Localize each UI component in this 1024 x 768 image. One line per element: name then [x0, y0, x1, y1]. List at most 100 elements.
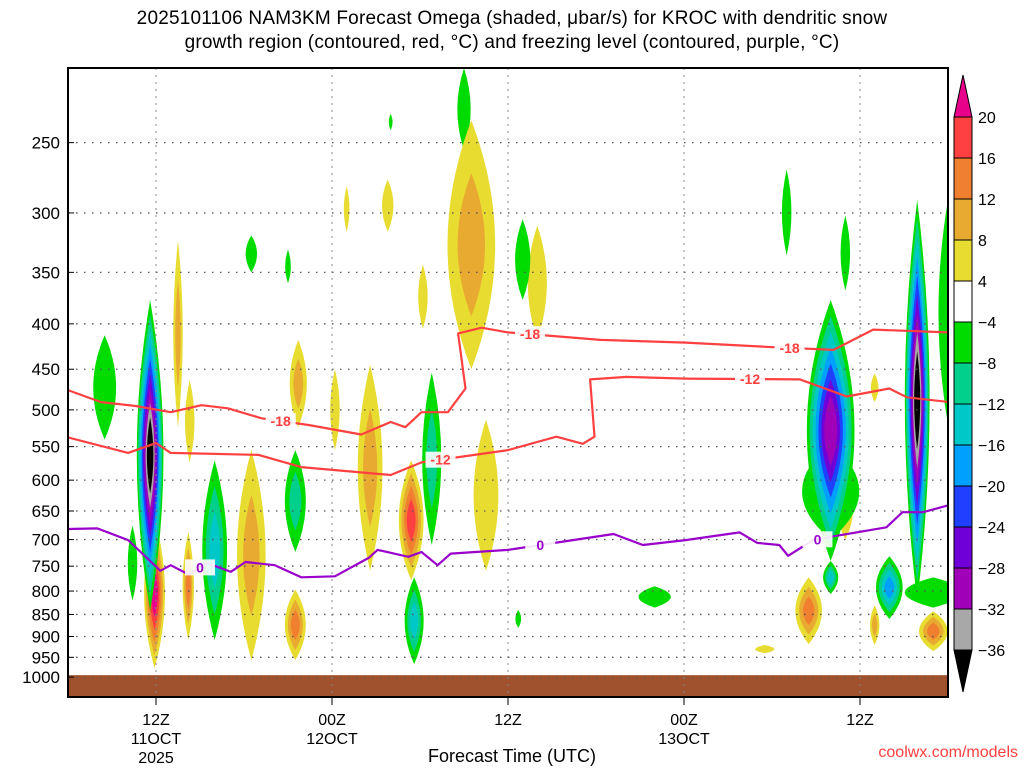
- colorbar-box: [953, 403, 973, 446]
- omega-contour-fill: [382, 179, 394, 232]
- x-tick-label: 12Z: [142, 712, 170, 729]
- colorbar-over-triangle: [953, 74, 973, 118]
- omega-contour-fill: [184, 380, 195, 463]
- contour-label: -12: [430, 452, 450, 468]
- omega-cell: [182, 531, 194, 640]
- colorbar-label: −32: [978, 602, 1005, 619]
- omega-contour-fill: [343, 186, 350, 232]
- omega-cell: [202, 460, 228, 640]
- surface-ground: [68, 675, 948, 697]
- colorbar-box: [953, 444, 973, 487]
- omega-contour-fill: [840, 215, 851, 291]
- omega-cell: [875, 556, 903, 619]
- contour-label: -18: [271, 413, 291, 429]
- y-tick-label: 350: [32, 263, 60, 282]
- contour-label-bg: [774, 339, 805, 356]
- omega-cell: [457, 68, 471, 151]
- contour-label-bg: [802, 531, 833, 548]
- colorbar-box: [953, 567, 973, 610]
- omega-contour-fill: [457, 173, 486, 317]
- colorbar-box: [953, 116, 973, 159]
- omega-cell: [184, 380, 195, 463]
- contour-label: -18: [520, 326, 540, 342]
- colorbar-label: −36: [978, 643, 1005, 660]
- omega-contour-fill: [146, 417, 154, 494]
- y-tick-label: 850: [32, 605, 60, 624]
- colorbar-label: −24: [978, 520, 1005, 537]
- x-tick-label: 11OCT: [131, 731, 182, 748]
- y-axis: 250 300 350 400 450 500 550 600 650 700 750 800 850 9…: [22, 134, 74, 687]
- contour--18C: [68, 326, 948, 436]
- omega-contour-fill: [93, 335, 117, 440]
- y-tick-label: 800: [32, 582, 60, 601]
- omega-contour-fill: [802, 596, 815, 626]
- omega-cell: [904, 199, 930, 601]
- colorbar-box: [953, 526, 973, 569]
- x-tick-label: 12OCT: [306, 731, 358, 748]
- y-tick-label: 950: [32, 648, 60, 667]
- colorbar-label: 8: [978, 233, 987, 250]
- omega-cell: [418, 264, 428, 329]
- contour-label-bg: [185, 559, 215, 576]
- colorbar-label: −4: [978, 315, 996, 332]
- omega-contour-fill: [406, 498, 416, 543]
- colorbar-label: 16: [978, 151, 996, 168]
- y-tick-label: 900: [32, 627, 60, 646]
- omega-contour-fill: [884, 576, 895, 599]
- omega-contour-fill: [827, 570, 834, 585]
- omega-contour-fill: [243, 494, 260, 616]
- omega-contour-fill: [175, 279, 181, 388]
- x-tick-label: 00Z: [670, 712, 698, 729]
- omega-contour-fill: [388, 113, 393, 131]
- omega-contour-fill: [293, 358, 304, 409]
- x-tick-label: 2025: [138, 750, 174, 767]
- omega-cell: [357, 364, 383, 571]
- omega-cell: [237, 450, 266, 661]
- omega-contour-fill: [781, 169, 792, 256]
- x-axis-title: Forecast Time (UTC): [427, 746, 596, 766]
- colorbar-box: [953, 157, 973, 200]
- colorbar-label: 4: [978, 274, 987, 291]
- x-tick-label: 00Z: [318, 712, 346, 729]
- omega-contour-fill: [914, 351, 921, 450]
- omega-cell: [527, 225, 547, 340]
- y-tick-label: 750: [32, 557, 60, 576]
- omega-contour-fill: [127, 525, 138, 601]
- omega-cell: [870, 373, 879, 403]
- omega-contour-fill: [290, 609, 300, 641]
- omega-cell: [473, 419, 499, 571]
- contour-label-bg: [515, 326, 545, 343]
- ground-fill: [68, 675, 948, 697]
- x-tick-label: 13OCT: [658, 731, 710, 748]
- omega-cell: [284, 589, 306, 661]
- omega-cell: [515, 609, 522, 628]
- contour-lines: -18 -18 -18 -12 -12 0 0 0: [68, 326, 948, 579]
- omega-contour-fill: [904, 577, 948, 608]
- omega-cell: [93, 335, 117, 440]
- colorbar-box: [953, 362, 973, 405]
- omega-cell: [127, 525, 138, 601]
- omega-cell: [638, 586, 671, 608]
- contour-label: 0: [196, 559, 204, 575]
- omega-contour-fill: [457, 68, 471, 151]
- omega-cell: [398, 460, 424, 581]
- omega-cell: [343, 186, 350, 232]
- omega-contour-fill: [410, 601, 419, 640]
- omega-contour-fill: [245, 235, 258, 273]
- y-tick-label: 550: [32, 438, 60, 457]
- colorbar-label: −8: [978, 356, 996, 373]
- omega-cell: [173, 240, 183, 428]
- omega-contour-fill: [289, 471, 302, 531]
- omega-cell: [284, 450, 306, 553]
- y-tick-label: 500: [32, 401, 60, 420]
- chart-title-line1: 2025101106 NAM3KM Forecast Omega (shaded…: [136, 8, 888, 29]
- contour-label: 0: [814, 531, 822, 547]
- omega-contour-fill: [870, 373, 879, 403]
- colorbar-label: −16: [978, 438, 1005, 455]
- contour-label: -18: [779, 340, 799, 356]
- y-tick-label: 300: [32, 204, 60, 223]
- credit-link[interactable]: coolwx.com/models: [878, 744, 1018, 761]
- gridlines: [68, 68, 948, 697]
- omega-contour-fill: [927, 622, 940, 640]
- omega-cell: [404, 577, 424, 665]
